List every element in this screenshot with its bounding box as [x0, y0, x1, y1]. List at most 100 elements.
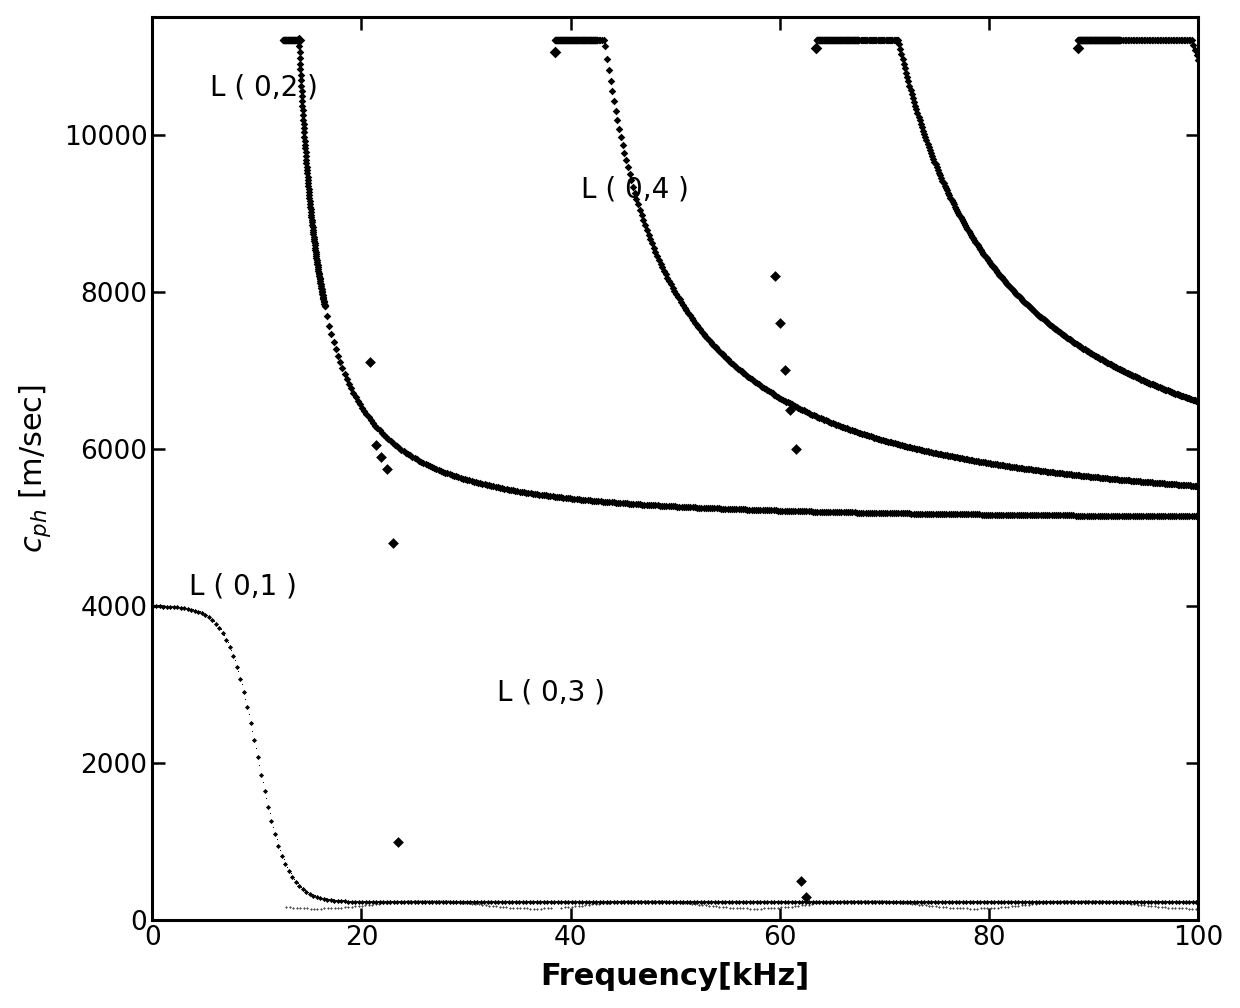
- Point: [1135, 894, 1154, 910]
- Point: [1105, 32, 1125, 48]
- Point: [818, 504, 838, 520]
- Point: [718, 501, 738, 517]
- Point: [1140, 474, 1159, 490]
- Point: [1073, 32, 1092, 48]
- Point: [884, 32, 904, 48]
- Point: [838, 32, 858, 48]
- Point: [277, 32, 296, 48]
- Point: [828, 32, 848, 48]
- Point: [309, 268, 329, 284]
- Point: [1148, 475, 1168, 491]
- Point: [1083, 893, 1102, 909]
- Point: [650, 498, 670, 514]
- Point: [874, 432, 894, 449]
- Point: [611, 129, 631, 145]
- Point: [258, 798, 278, 814]
- Point: [1169, 477, 1189, 493]
- Point: [1096, 894, 1116, 910]
- Point: [1073, 32, 1092, 48]
- Point: [583, 32, 603, 48]
- Point: [1146, 475, 1166, 491]
- Point: [1090, 32, 1110, 48]
- Point: [1095, 32, 1115, 48]
- Point: [998, 507, 1018, 523]
- Point: [813, 504, 833, 520]
- Point: [1107, 32, 1127, 48]
- Point: [885, 32, 905, 48]
- Point: [356, 897, 376, 913]
- Point: [1095, 470, 1115, 486]
- Point: [877, 32, 897, 48]
- Point: [652, 894, 672, 910]
- Point: [899, 438, 919, 455]
- Point: [1162, 384, 1182, 400]
- Point: [298, 172, 317, 188]
- Point: [920, 142, 940, 158]
- Point: [1076, 32, 1096, 48]
- Point: [1137, 32, 1157, 48]
- Point: [817, 32, 837, 48]
- Point: [1121, 367, 1141, 383]
- Point: [1035, 464, 1055, 480]
- Point: [195, 607, 215, 623]
- Point: [1075, 32, 1095, 48]
- Point: [838, 32, 858, 48]
- Point: [558, 32, 578, 48]
- Point: [1053, 466, 1073, 482]
- Point: [942, 195, 962, 211]
- Point: [1094, 32, 1114, 48]
- Point: [670, 499, 689, 515]
- Point: [559, 32, 579, 48]
- Point: [289, 32, 309, 48]
- Point: [914, 126, 934, 142]
- Point: [835, 419, 854, 435]
- Point: [835, 32, 854, 48]
- Point: [534, 894, 554, 910]
- Point: [967, 506, 987, 522]
- Point: [742, 371, 761, 387]
- Point: [1071, 339, 1091, 355]
- Point: [1141, 894, 1161, 910]
- Point: [924, 506, 944, 522]
- Point: [925, 894, 945, 910]
- Point: [750, 894, 770, 910]
- Point: [1086, 32, 1106, 48]
- Point: [598, 50, 618, 67]
- Point: [582, 32, 601, 48]
- Point: [844, 32, 864, 48]
- Point: [1019, 507, 1039, 523]
- Point: [578, 32, 598, 48]
- Point: [1174, 32, 1194, 48]
- Point: [909, 109, 929, 125]
- Point: [558, 490, 578, 506]
- Point: [815, 32, 835, 48]
- Point: [531, 900, 551, 916]
- Point: [1017, 296, 1037, 312]
- Point: [616, 152, 636, 168]
- Point: [1078, 32, 1097, 48]
- Point: [1068, 40, 1087, 56]
- Point: [198, 609, 218, 625]
- Point: [828, 417, 848, 433]
- Point: [556, 32, 575, 48]
- Point: [811, 32, 831, 48]
- Point: [810, 32, 830, 48]
- Point: [861, 505, 880, 521]
- Point: [587, 32, 606, 48]
- Point: [842, 32, 862, 48]
- Point: [1079, 32, 1099, 48]
- Point: [985, 894, 1004, 910]
- Point: [1183, 478, 1203, 494]
- Point: [332, 360, 352, 376]
- Point: [551, 32, 570, 48]
- Point: [552, 489, 572, 505]
- Point: [1100, 32, 1120, 48]
- Point: [781, 396, 801, 412]
- Point: [851, 893, 870, 909]
- Y-axis label: $c_{ph}$ [m/sec]: $c_{ph}$ [m/sec]: [16, 384, 52, 553]
- Point: [1109, 32, 1128, 48]
- Point: [935, 177, 955, 194]
- Point: [486, 479, 506, 495]
- Point: [766, 387, 786, 403]
- Point: [759, 502, 779, 518]
